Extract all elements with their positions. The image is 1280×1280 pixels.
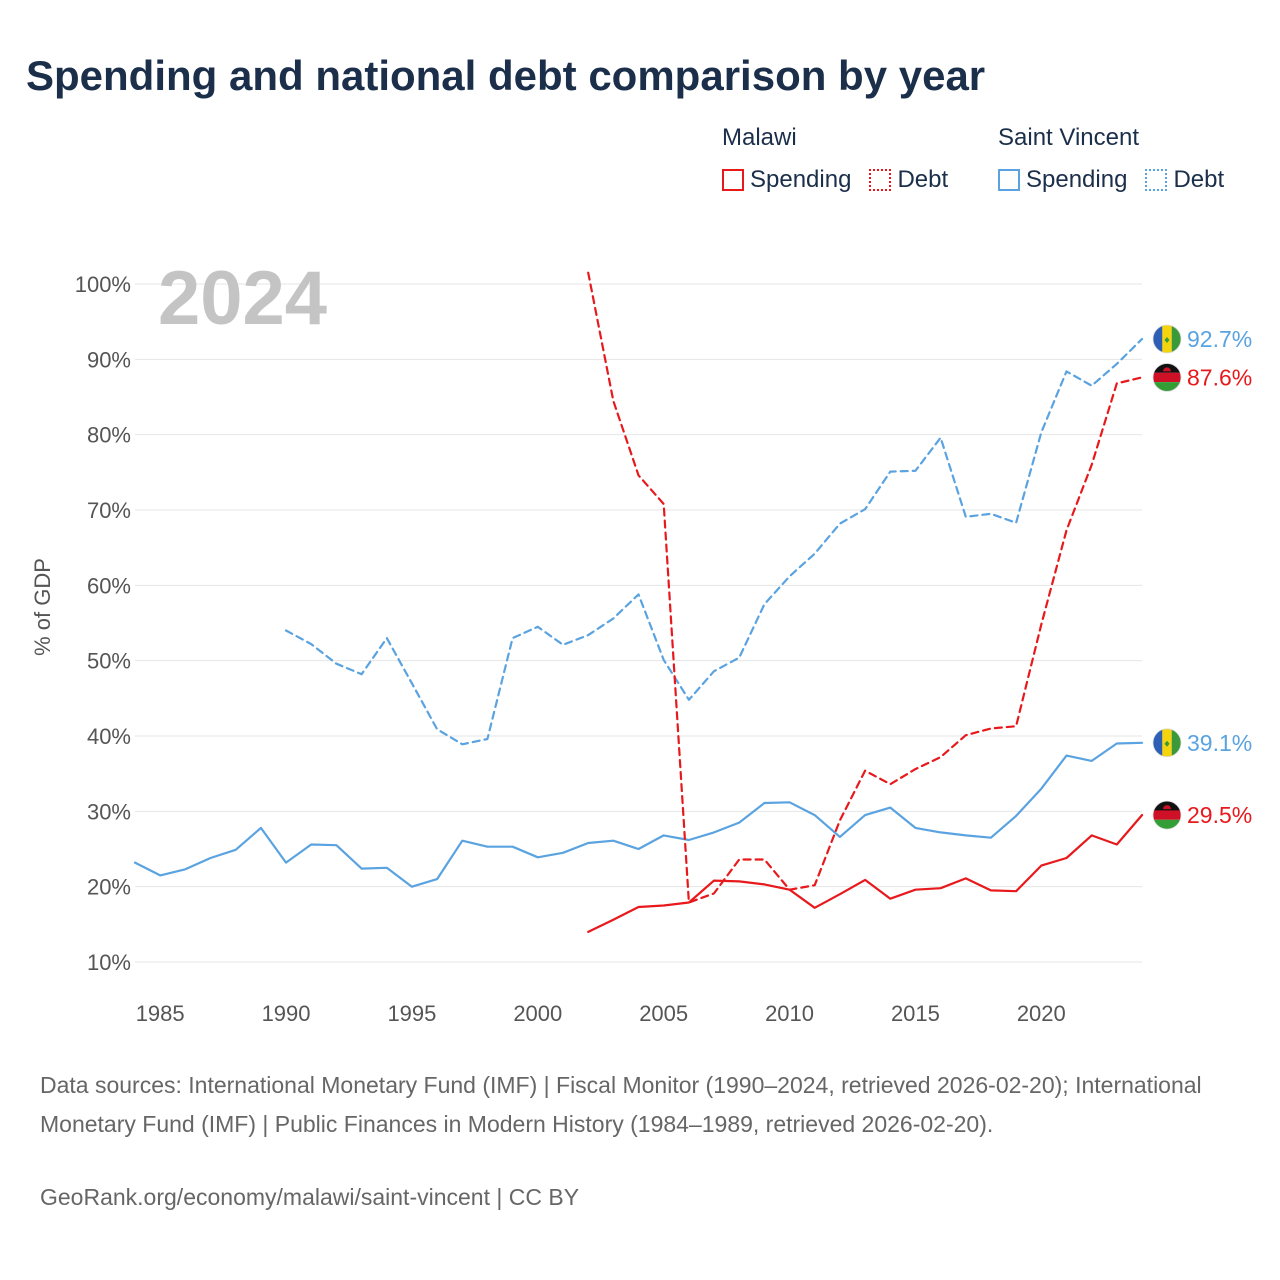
end-value-label: 29.5%	[1187, 802, 1252, 828]
legend-swatch-dotted	[869, 169, 892, 191]
flag-outline	[1152, 728, 1182, 758]
credit-link[interactable]: GeoRank.org/economy/malawi/saint-vincent…	[40, 1184, 580, 1210]
malawi-flag-icon	[1153, 801, 1181, 830]
end-value-label: 87.6%	[1187, 364, 1252, 390]
x-tick-label: 1995	[387, 1001, 436, 1026]
flag-outline	[1152, 800, 1182, 830]
series-line-malawi-debt	[587, 271, 1144, 904]
legend-label: Debt	[1173, 166, 1225, 193]
legend-saint-vincent-spending[interactable]: Spending	[998, 166, 1127, 194]
y-axis-ticks: 10% 20% 30% 40% 50% 60% 70% 80% 90% 100%	[75, 272, 131, 975]
y-tick-label: 20%	[87, 875, 131, 900]
chart-title: Spending and national debt comparison by…	[26, 52, 986, 99]
x-tick-label: 1990	[262, 1001, 311, 1026]
legend-group-malawi: Malawi Spending Debt	[722, 124, 948, 194]
x-tick-label: 2005	[639, 1001, 688, 1026]
data-series	[133, 271, 1144, 934]
legend-group-title: Saint Vincent	[998, 124, 1139, 151]
y-tick-label: 30%	[87, 799, 131, 824]
end-value-label: 92.7%	[1187, 326, 1252, 352]
x-tick-label: 1985	[136, 1001, 185, 1026]
y-tick-label: 80%	[87, 423, 131, 448]
grid-lines	[135, 283, 1142, 963]
legend-malawi-debt[interactable]: Debt	[869, 166, 948, 194]
y-axis-label: % of GDP	[30, 558, 55, 656]
saint-vincent-flag-icon	[1153, 324, 1181, 353]
y-tick-label: 40%	[87, 724, 131, 749]
legend-malawi-spending[interactable]: Spending	[722, 166, 851, 194]
x-tick-label: 2010	[765, 1001, 814, 1026]
y-tick-label: 10%	[87, 950, 131, 975]
y-tick-label: 50%	[87, 649, 131, 674]
series-line-saint-vincent-debt	[284, 337, 1144, 746]
data-sources: Data sources: International Monetary Fun…	[40, 1072, 1202, 1137]
series-line-saint-vincent-spending	[133, 741, 1144, 888]
legend-label: Debt	[897, 166, 949, 193]
flag-outline	[1152, 363, 1182, 392]
end-value-label: 39.1%	[1187, 730, 1252, 756]
x-axis-ticks: 1985 1990 1995 2000 2005 2010 2015 2020	[136, 1001, 1066, 1026]
year-watermark: 2024	[158, 256, 327, 341]
flag-outline	[1152, 324, 1182, 354]
y-tick-label: 90%	[87, 347, 131, 372]
legend-swatch-dotted	[1145, 169, 1168, 191]
legend-swatch-solid	[998, 169, 1020, 191]
legend-saint-vincent-debt[interactable]: Debt	[1145, 166, 1224, 194]
legend-label: Spending	[1026, 166, 1128, 193]
y-tick-label: 70%	[87, 498, 131, 523]
malawi-flag-icon	[1153, 363, 1181, 392]
legend-swatch-solid	[722, 169, 744, 191]
legend-group-saint-vincent: Saint Vincent Spending Debt	[998, 124, 1224, 194]
saint-vincent-flag-icon	[1153, 728, 1181, 757]
line-chart: 2024 10% 20% 30% 40% 50% 60% 70% 80% 90% 100% 198…	[30, 256, 1252, 1026]
x-tick-label: 2015	[891, 1001, 940, 1026]
end-labels: 39.1% 92.7% 29.5% 87.6%	[1152, 324, 1252, 830]
y-tick-label: 100%	[75, 272, 131, 297]
legend-group-title: Malawi	[722, 124, 797, 151]
x-tick-label: 2000	[513, 1001, 562, 1026]
series-line-malawi-spending	[587, 813, 1144, 934]
x-tick-label: 2020	[1017, 1001, 1066, 1026]
y-tick-label: 60%	[87, 573, 131, 598]
legend-label: Spending	[750, 166, 852, 193]
